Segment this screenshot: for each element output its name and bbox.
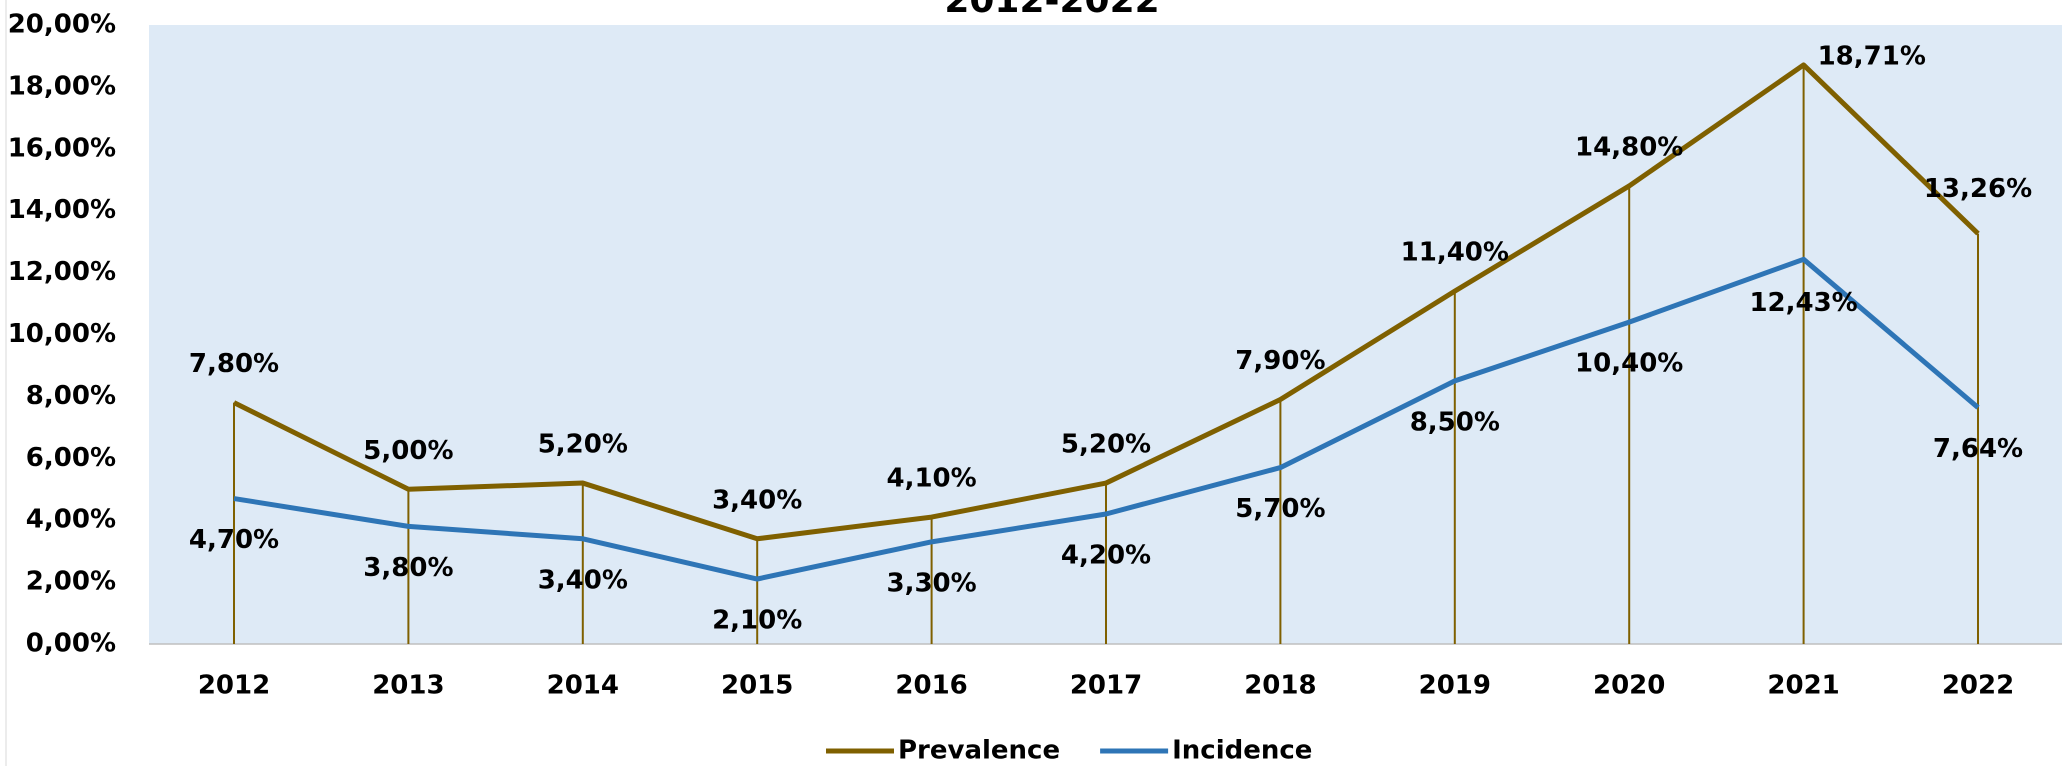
data-label: 5,20% [1061,430,1151,460]
x-tick-label: 2018 [1244,671,1316,701]
y-tick-label: 8,00% [26,381,116,411]
x-tick-label: 2022 [1942,671,2014,701]
x-tick-label: 2013 [372,671,444,701]
x-tick-label: 2012 [198,671,270,701]
data-label: 4,20% [1061,541,1151,571]
x-tick-label: 2021 [1767,671,1839,701]
x-tick-label: 2015 [721,671,793,701]
data-label: 7,64% [1933,434,2023,464]
y-tick-label: 0,00% [26,629,116,659]
data-label: 4,10% [886,464,976,494]
y-tick-label: 2,00% [26,567,116,597]
y-tick-label: 12,00% [8,257,116,287]
x-tick-label: 2014 [547,671,619,701]
data-label: 4,70% [189,525,279,555]
data-label: 5,00% [363,436,453,466]
data-label: 3,80% [363,553,453,583]
data-label: 7,90% [1235,346,1325,376]
y-tick-label: 14,00% [8,195,116,225]
data-label: 12,43% [1749,288,1857,318]
data-label: 10,40% [1575,349,1683,379]
legend-label: Prevalence [898,736,1060,766]
legend-label: Incidence [1172,736,1312,766]
data-label: 11,40% [1401,238,1509,268]
data-label: 14,80% [1575,132,1683,162]
data-label: 2,10% [712,606,802,636]
series-line [232,62,1980,542]
data-label: 8,50% [1410,407,1500,437]
data-label: 5,70% [1235,494,1325,524]
data-label: 18,71% [1818,41,1926,71]
y-tick-label: 10,00% [8,319,116,349]
y-tick-label: 16,00% [8,133,116,163]
chart-title: 2012-2022 [944,0,1159,21]
data-label: 3,30% [886,568,976,598]
x-tick-label: 2016 [895,671,967,701]
x-tick-label: 2020 [1593,671,1665,701]
series-line [233,256,1980,582]
y-tick-label: 18,00% [8,71,116,101]
y-tick-label: 4,00% [26,505,116,535]
x-tick-label: 2017 [1070,671,1142,701]
data-label: 13,26% [1924,174,2032,204]
y-tick-label: 20,00% [8,10,116,40]
y-tick-label: 6,00% [26,443,116,473]
data-label: 3,40% [712,485,802,515]
data-label: 3,40% [538,565,628,595]
x-tick-label: 2019 [1419,671,1491,701]
data-label: 7,80% [189,349,279,379]
data-label: 5,20% [538,430,628,460]
